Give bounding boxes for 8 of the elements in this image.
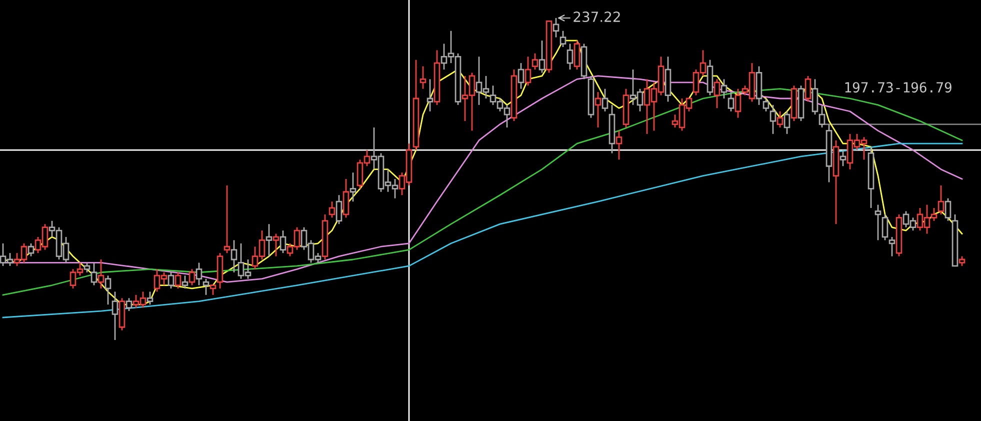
candlestick (882, 214, 888, 241)
candlestick (874, 204, 882, 241)
candlestick (560, 30, 566, 48)
candlestick (818, 104, 826, 128)
annotation: 237.22 (574, 12, 620, 22)
candlestick (420, 66, 426, 90)
candlestick (762, 98, 770, 112)
annotation: 197.73-196.79 (845, 82, 952, 93)
